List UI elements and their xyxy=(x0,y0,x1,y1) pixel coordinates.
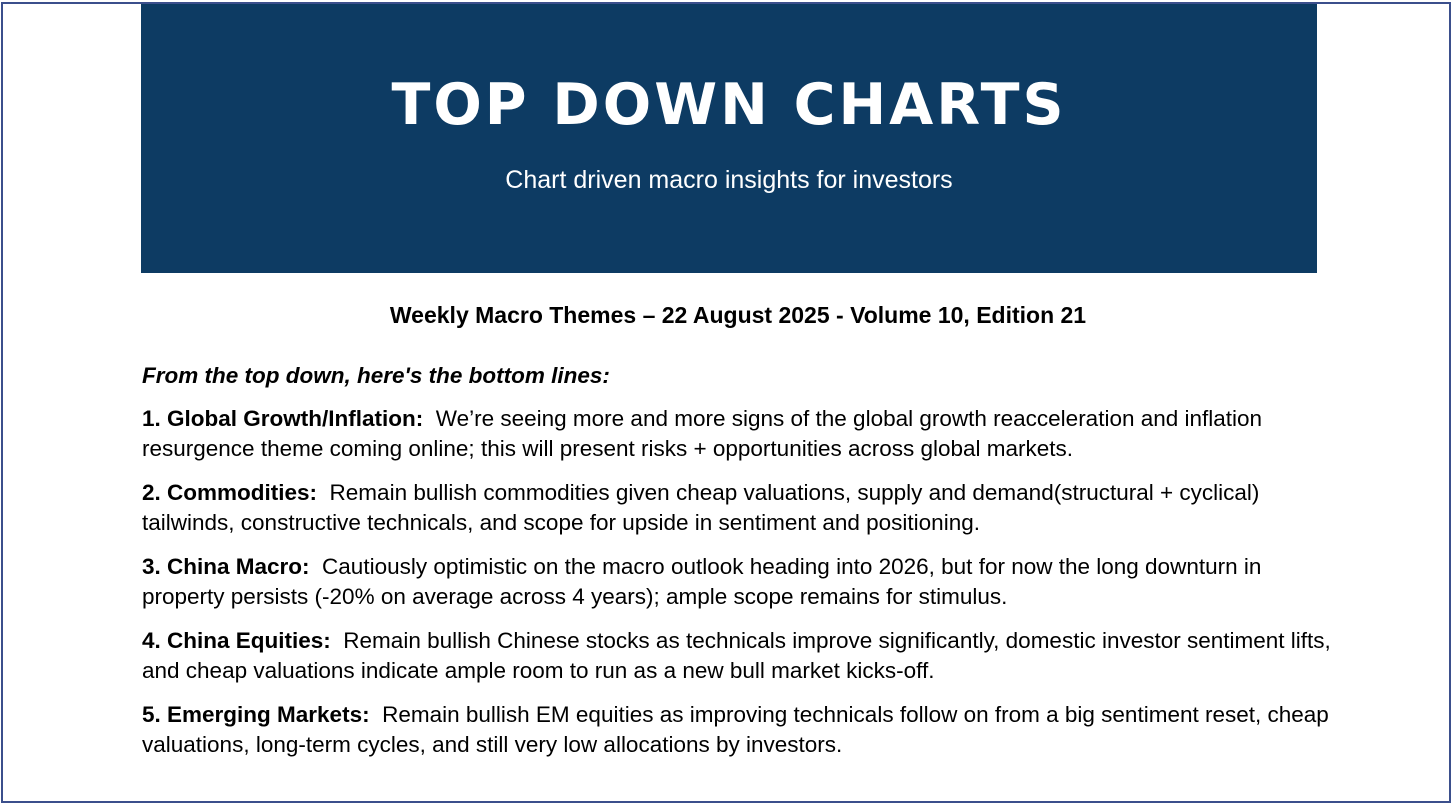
point-heading: 2. Commodities: xyxy=(142,480,318,505)
banner-subtitle: Chart driven macro insights for investor… xyxy=(505,166,953,194)
point-heading: 3. China Macro: xyxy=(142,554,310,579)
point-china-macro: 3. China Macro: Cautiously optimistic on… xyxy=(142,552,1332,612)
point-heading: 1. Global Growth/Inflation: xyxy=(142,406,424,431)
bottom-lines-section: From the top down, here's the bottom lin… xyxy=(142,361,1332,774)
point-heading: 5. Emerging Markets: xyxy=(142,702,370,727)
point-heading: 4. China Equities: xyxy=(142,628,331,653)
point-text: Remain bullish commodities given cheap v… xyxy=(142,480,1260,535)
point-text: Cautiously optimistic on the macro outlo… xyxy=(142,554,1262,609)
point-commodities: 2. Commodities: Remain bullish commoditi… xyxy=(142,478,1332,538)
banner-title: TOP DOWN CHARTS xyxy=(391,72,1067,138)
point-emerging-markets: 5. Emerging Markets: Remain bullish EM e… xyxy=(142,700,1332,760)
point-text: Remain bullish Chinese stocks as technic… xyxy=(142,628,1331,683)
header-banner: TOP DOWN CHARTS Chart driven macro insig… xyxy=(141,4,1317,273)
edition-heading: Weekly Macro Themes – 22 August 2025 - V… xyxy=(389,302,1087,328)
point-global-growth: 1. Global Growth/Inflation: We’re seeing… xyxy=(142,404,1332,464)
intro-line: From the top down, here's the bottom lin… xyxy=(142,363,610,388)
point-china-equities: 4. China Equities: Remain bullish Chines… xyxy=(142,626,1332,686)
point-text: Remain bullish EM equities as improving … xyxy=(142,702,1329,757)
point-text: We’re seeing more and more signs of the … xyxy=(142,406,1263,461)
